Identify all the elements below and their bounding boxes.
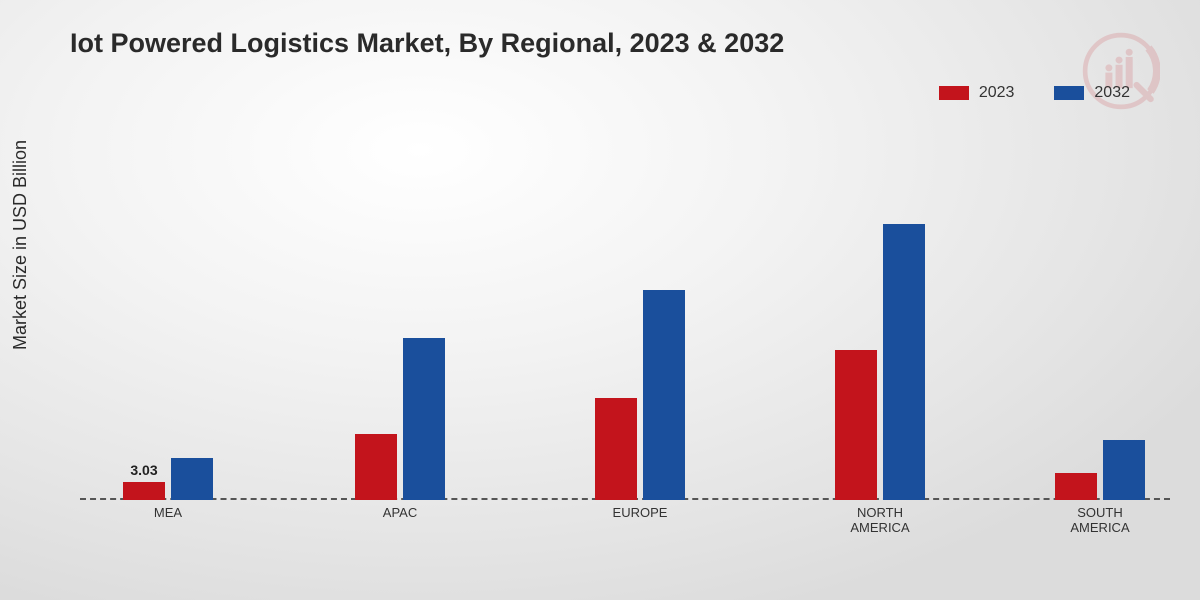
x-tick-label: APAC [383,506,417,521]
bar-2023 [835,350,877,500]
x-tick-label: NORTH AMERICA [850,506,909,536]
x-tick-label: MEA [154,506,182,521]
bar-2032 [643,290,685,500]
legend-swatch-2023 [939,86,969,100]
bar-2032 [883,224,925,500]
bar-2023 [355,434,397,500]
x-tick-label: SOUTH AMERICA [1070,506,1129,536]
legend-label-2032: 2032 [1094,84,1130,102]
y-axis-label: Market Size in USD Billion [10,140,31,350]
bar-2023 [123,482,165,500]
legend-item-2032: 2032 [1054,84,1130,102]
legend-swatch-2032 [1054,86,1084,100]
bar-2032 [171,458,213,500]
bar-2032 [1103,440,1145,500]
bar-2023 [1055,473,1097,500]
bar-value-label: 3.03 [119,462,169,478]
x-tick-label: EUROPE [613,506,668,521]
bar-2023 [595,398,637,500]
legend-item-2023: 2023 [939,84,1015,102]
bar-2032 [403,338,445,500]
legend-label-2023: 2023 [979,84,1015,102]
chart-canvas: Iot Powered Logistics Market, By Regiona… [0,0,1200,600]
x-axis-labels: MEA APAC EUROPE NORTH AMERICA SOUTH AMERICA [80,506,1170,546]
plot-area: 3.03 [80,140,1170,500]
chart-title: Iot Powered Logistics Market, By Regiona… [70,28,784,59]
legend: 2023 2032 [939,84,1130,102]
